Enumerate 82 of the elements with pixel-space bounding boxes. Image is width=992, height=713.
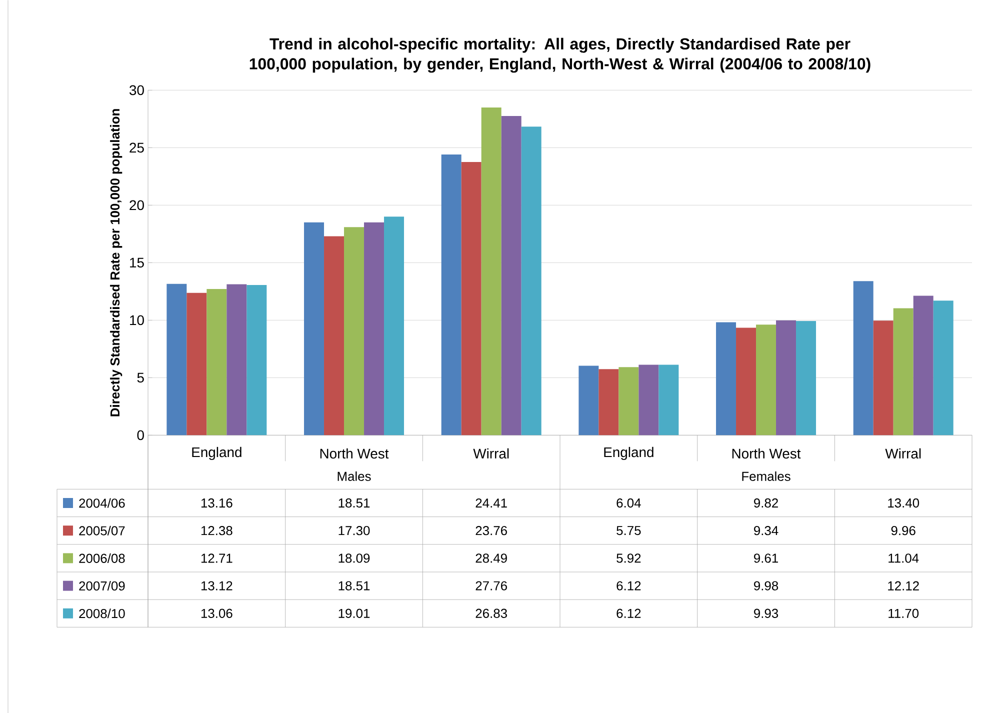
data-label: 9.96 [891,526,916,535]
bar [246,284,267,435]
bar [166,284,187,435]
data-label: 6.12 [616,581,641,590]
data-label: 23.76 [476,526,507,535]
bar [461,162,482,435]
data-label: 18.51 [338,498,370,508]
chart-title: Trend in alcohol-specific mortality: All ages, Directly Standardised Rate per 100,000 population, by gender, England, North-West & Wirral (2004/06 to 2008/10) [250,38,870,72]
data-label: 27.76 [476,581,507,590]
data-label: 13.06 [201,608,232,618]
legend-label: 2006/08 [79,553,125,563]
legend-label: 2008/10 [79,608,125,618]
x-tick-label: England [604,446,654,460]
bar [186,292,207,435]
bar [658,364,679,435]
data-label: 12.38 [201,526,232,535]
bar [206,288,227,435]
bar [441,154,462,435]
data-label: 12.71 [201,553,232,563]
data-label: 28.49 [476,553,507,563]
legend-label: 2005/07 [79,526,125,536]
bar [578,366,599,435]
y-tick-label: 30 [130,85,144,95]
data-label: 13.16 [201,498,232,508]
bar [776,320,796,435]
data-label: 9.93 [754,608,778,618]
data-label: 12.12 [888,581,919,590]
bar [344,226,364,435]
x-tick-label: England [192,446,242,460]
data-label: 19.01 [338,608,370,618]
data-label: 6.12 [616,608,641,618]
data-label: 18.09 [338,553,370,563]
y-tick-label: 15 [130,258,144,268]
bar [324,236,344,435]
y-tick-label: 0 [137,430,144,440]
y-tick-label: 20 [130,200,144,210]
bar [873,320,894,435]
text: Females [742,471,790,481]
bar [638,364,659,435]
data-label: 9.82 [754,498,778,508]
data-label: 26.83 [476,608,507,618]
bar [618,366,639,435]
data-label: 11.04 [888,553,919,563]
data-label: 17.30 [338,526,370,535]
bar [598,368,619,435]
bar [716,322,736,435]
data-label: 9.34 [754,526,778,535]
bar [853,280,874,435]
y-axis-title: Directly Standardised Rate per 100,000 population [110,108,122,416]
data-label: 18.51 [338,581,370,590]
bar [521,126,542,435]
bar [796,320,816,435]
data-label: 11.70 [888,608,919,618]
bar [226,284,247,435]
bar [501,116,522,435]
data-label: 13.40 [888,498,920,508]
bar [304,222,324,435]
data-label: 9.61 [754,553,778,563]
bar [893,308,914,435]
legend-label: 2007/09 [79,580,125,590]
y-tick-label: 5 [137,372,144,382]
x-tick-label: Wirral [885,448,921,458]
data-label: 5.92 [616,553,641,563]
bar [736,328,756,435]
x-tick-label: North West [732,448,801,458]
bar [384,216,404,435]
data-label: 13.12 [201,581,232,590]
bar [913,296,934,435]
data-label: 6.04 [616,498,641,508]
x-tick-label: North West [320,448,389,458]
y-tick-label: 25 [130,142,144,152]
data-label: 5.75 [616,526,641,535]
data-label: 24.41 [476,498,507,508]
y-tick-label: 10 [130,315,144,325]
data-label: 9.98 [754,581,778,590]
bar [481,107,502,435]
x-tick-label: Wirral [473,448,509,458]
text: Males [338,471,371,481]
legend-label: 2004/06 [79,498,125,508]
bar [933,300,954,435]
bar [364,222,384,435]
bar [756,324,776,435]
